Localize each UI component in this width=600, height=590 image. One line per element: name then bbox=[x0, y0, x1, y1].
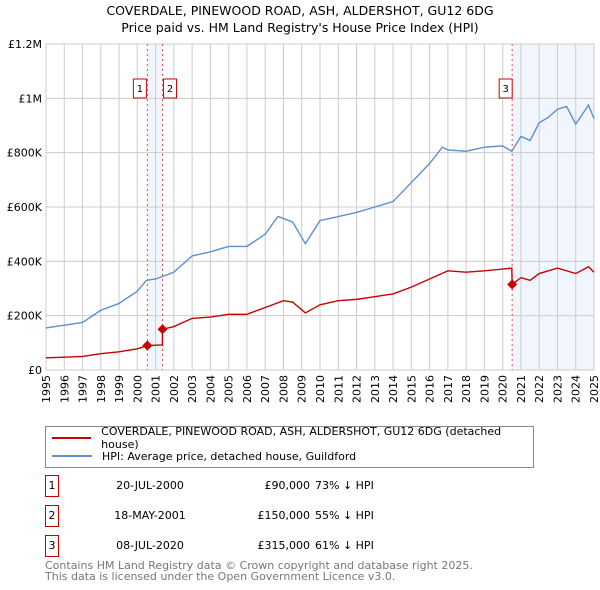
y-tick-label: £1.2M bbox=[8, 38, 42, 51]
legend-label: COVERDALE, PINEWOOD ROAD, ASH, ALDERSHOT… bbox=[101, 425, 502, 451]
x-tick-label: 2001 bbox=[150, 375, 163, 403]
y-tick-label: £0 bbox=[28, 364, 42, 377]
x-tick-label: 2012 bbox=[351, 375, 364, 403]
x-tick-label: 2019 bbox=[478, 375, 491, 403]
transaction-date: 08-JUL-2020 bbox=[116, 539, 184, 552]
transaction-price: £90,000 bbox=[264, 479, 311, 492]
x-tick-label: 1997 bbox=[77, 375, 90, 403]
footer-line: Contains HM Land Registry data © Crown c… bbox=[45, 559, 473, 572]
x-tick-label: 2013 bbox=[369, 375, 382, 403]
x-tick-label: 2011 bbox=[332, 375, 345, 403]
sale-label-box bbox=[132, 78, 147, 99]
x-tick-label: 2020 bbox=[497, 375, 510, 403]
x-tick-label: 2023 bbox=[551, 375, 564, 403]
sale-point bbox=[142, 340, 153, 351]
legend-item-property: COVERDALE, PINEWOOD ROAD, ASH, ALDERSHOT… bbox=[52, 425, 533, 451]
x-tick-label: 2005 bbox=[223, 375, 236, 403]
transaction-row: 3 08-JUL-2020 £315,000 61% ↓ HPI bbox=[45, 535, 445, 557]
sale-label-box bbox=[163, 78, 178, 99]
x-tick-label: 2015 bbox=[405, 375, 418, 403]
sale-point bbox=[157, 324, 168, 335]
x-tick-label: 1999 bbox=[113, 375, 126, 403]
x-tick-label: 2008 bbox=[277, 375, 290, 403]
x-tick-label: 2017 bbox=[442, 375, 455, 403]
transaction-price: £150,000 bbox=[257, 509, 311, 522]
hpi-line bbox=[45, 103, 595, 329]
x-tick-label: 1996 bbox=[58, 375, 71, 403]
x-tick-label: 2014 bbox=[387, 375, 400, 403]
legend-item-hpi: HPI: Average price, detached house, Guil… bbox=[52, 448, 356, 464]
legend: COVERDALE, PINEWOOD ROAD, ASH, ALDERSHOT… bbox=[45, 425, 534, 468]
y-tick-label: £200K bbox=[7, 310, 43, 323]
x-tick-label: 2000 bbox=[131, 375, 144, 403]
transaction-hpi: 55% ↓ HPI bbox=[315, 509, 374, 522]
transaction-date: 20-JUL-2000 bbox=[116, 479, 184, 492]
plot-frame bbox=[45, 43, 595, 371]
sale-label: 3 bbox=[502, 84, 508, 95]
transaction-number: 2 bbox=[45, 505, 59, 527]
transaction-number: 1 bbox=[45, 475, 59, 497]
x-tick-label: 2021 bbox=[515, 375, 528, 403]
x-tick-label: 1995 bbox=[40, 375, 53, 403]
y-tick-label: £600K bbox=[7, 201, 43, 214]
sale-label: 2 bbox=[167, 84, 173, 95]
transaction-date: 18-MAY-2001 bbox=[114, 509, 186, 522]
x-tick-label: 2003 bbox=[186, 375, 199, 403]
x-tick-label: 2018 bbox=[460, 375, 473, 403]
transaction-price: £315,000 bbox=[257, 539, 311, 552]
x-tick-label: 2006 bbox=[241, 375, 254, 403]
x-tick-label: 2009 bbox=[296, 375, 309, 403]
x-tick-label: 2024 bbox=[570, 375, 583, 403]
sale-label: 1 bbox=[137, 84, 143, 95]
chart-title: COVERDALE, PINEWOOD ROAD, ASH, ALDERSHOT… bbox=[106, 3, 494, 18]
x-tick-label: 2002 bbox=[168, 375, 181, 403]
x-tick-label: 2004 bbox=[204, 375, 217, 403]
x-tick-label: 2022 bbox=[533, 375, 546, 403]
chart-subtitle: Price paid vs. HM Land Registry's House … bbox=[121, 20, 479, 35]
y-tick-label: £800K bbox=[7, 147, 43, 160]
x-tick-label: 2010 bbox=[314, 375, 327, 403]
x-tick-label: 2025 bbox=[588, 375, 600, 403]
x-tick-label: 2007 bbox=[259, 375, 272, 403]
footer: Contains HM Land Registry data © Crown c… bbox=[45, 560, 473, 582]
x-tick-label: 2016 bbox=[424, 375, 437, 403]
transaction-row: 2 18-MAY-2001 £150,000 55% ↓ HPI bbox=[45, 505, 445, 527]
sale-point bbox=[507, 279, 518, 290]
y-tick-label: £1M bbox=[19, 92, 43, 105]
sale-label-box bbox=[498, 78, 513, 99]
footer-line: This data is licensed under the Open Gov… bbox=[45, 570, 396, 583]
x-tick-label: 1998 bbox=[95, 375, 108, 403]
transaction-number: 3 bbox=[45, 535, 59, 557]
y-tick-label: £400K bbox=[7, 255, 43, 268]
transaction-hpi: 61% ↓ HPI bbox=[315, 539, 374, 552]
chart: 1995 1996 1997 1998 1999 2000 2001 2002 2003 2004… bbox=[7, 38, 600, 403]
transaction-hpi: 73% ↓ HPI bbox=[315, 479, 374, 492]
transaction-row: 1 20-JUL-2000 £90,000 73% ↓ HPI bbox=[45, 475, 445, 497]
legend-label: HPI: Average price, detached house, Guil… bbox=[102, 449, 357, 463]
